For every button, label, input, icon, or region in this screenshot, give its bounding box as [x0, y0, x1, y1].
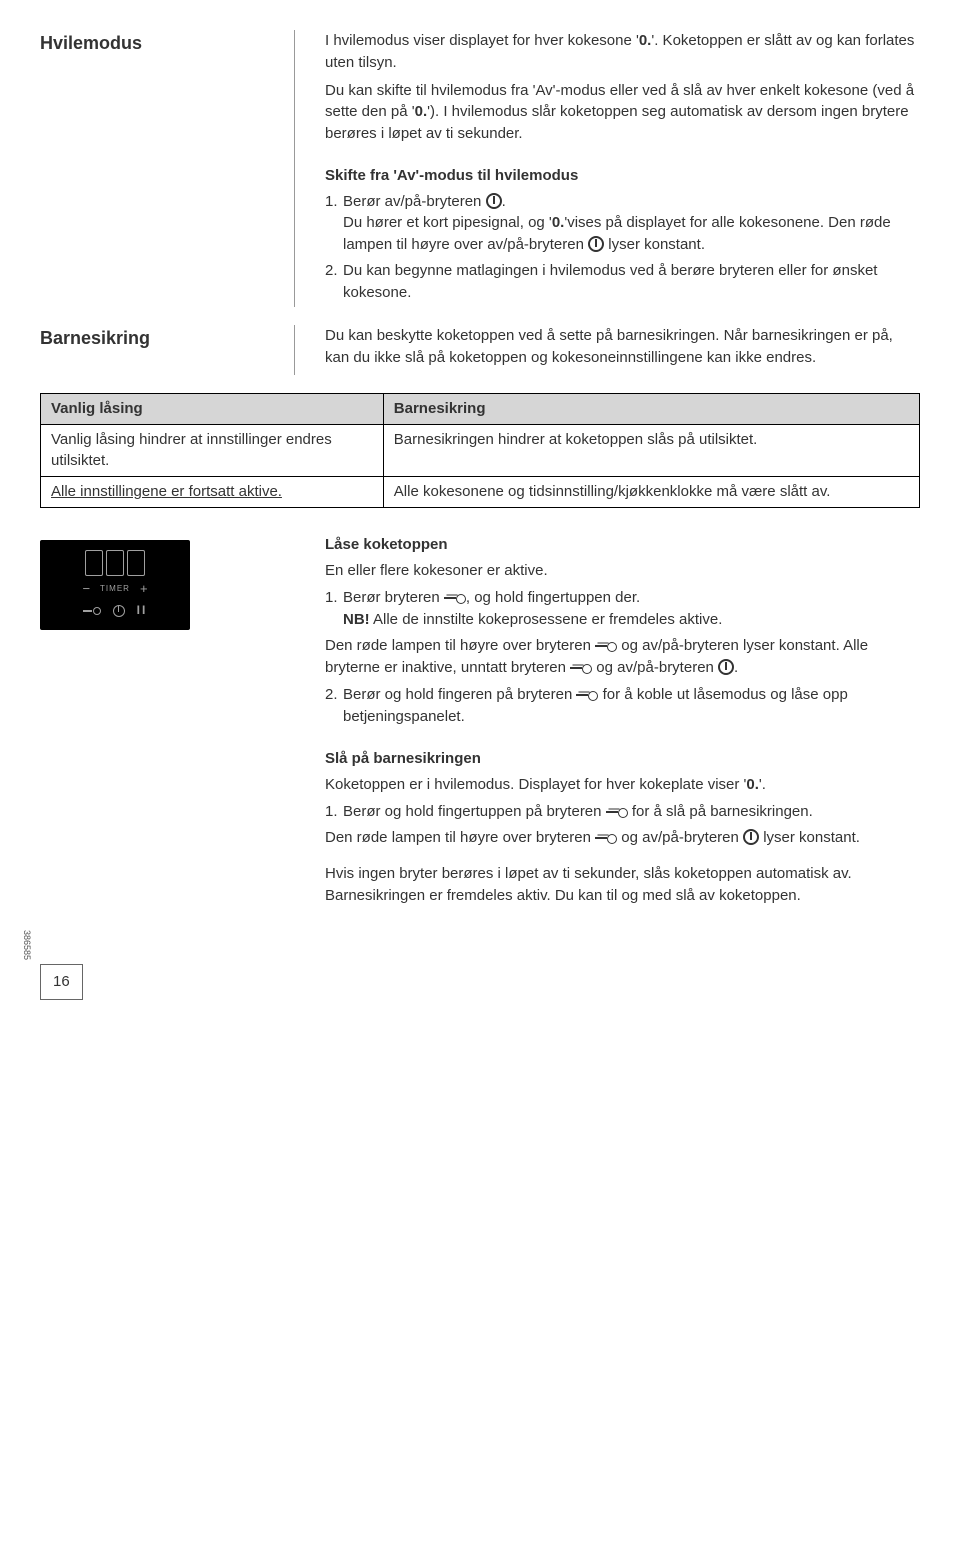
power-icon [743, 829, 759, 845]
para: En eller flere kokesoner er aktive. [325, 560, 920, 582]
heading-barnesikring: Barnesikring [40, 325, 274, 351]
key-icon [576, 690, 598, 700]
control-panel-illustration: − TIMER + II [40, 540, 190, 630]
ordered-list: 1. Berør og hold fingertuppen på brytere… [325, 801, 920, 823]
section-body: Du kan beskytte koketoppen ved å sette p… [295, 325, 920, 375]
para: Koketoppen er i hvilemodus. Displayet fo… [325, 774, 920, 796]
para: I hvilemodus viser displayet for hver ko… [325, 30, 920, 74]
page-number: 16 [40, 964, 83, 1000]
side-code: 386585 [20, 930, 33, 960]
heading-hvilemodus: Hvilemodus [40, 30, 274, 56]
section-title-col: Barnesikring [40, 325, 295, 375]
para: Hvis ingen bryter berøres i løpet av ti … [325, 863, 920, 907]
table-cell: Barnesikringen hindrer at koketoppen slå… [383, 424, 919, 477]
list-item: 1. Berør og hold fingertuppen på brytere… [325, 801, 920, 823]
seven-segment-digit [106, 550, 124, 576]
table-header: Barnesikring [383, 393, 919, 424]
table-cell: Alle kokesonene og tidsinnstilling/kjøkk… [383, 477, 919, 508]
table-cell: Vanlig låsing hindrer at innstillinger e… [41, 424, 384, 477]
section-barnesikring: Barnesikring Du kan beskytte koketoppen … [40, 325, 920, 375]
power-icon [588, 236, 604, 252]
ordered-list: 2. Berør og hold fingeren på bryteren fo… [325, 684, 920, 728]
section-body: Låse koketoppen En eller flere kokesoner… [295, 534, 920, 913]
seven-segment-digit [127, 550, 145, 576]
table-cell: Alle innstillingene er fortsatt aktive. [41, 477, 384, 508]
plus-icon: + [140, 580, 148, 599]
subheading: Låse koketoppen [325, 534, 920, 556]
subheading: Skifte fra 'Av'-modus til hvilemodus [325, 165, 920, 187]
list-item: 1. Berør bryteren , og hold fingertuppen… [325, 587, 920, 631]
timer-label: TIMER [100, 583, 130, 595]
ordered-list: 1. Berør av/på-bryteren . Du hører et ko… [325, 191, 920, 304]
comparison-table: Vanlig låsing Barnesikring Vanlig låsing… [40, 393, 920, 508]
key-icon [595, 641, 617, 651]
seven-segment-digit [85, 550, 103, 576]
power-icon [113, 605, 125, 617]
section-title-col: Hvilemodus [40, 30, 295, 307]
para: Den røde lampen til høyre over bryteren … [325, 827, 920, 849]
subheading: Slå på barnesikringen [325, 748, 920, 770]
section-body: I hvilemodus viser displayet for hver ko… [295, 30, 920, 307]
key-icon [83, 607, 101, 615]
list-item: 2. Du kan begynne matlagingen i hvilemod… [325, 260, 920, 304]
para: Den røde lampen til høyre over bryteren … [325, 635, 920, 679]
list-item: 2. Berør og hold fingeren på bryteren fo… [325, 684, 920, 728]
table-header: Vanlig låsing [41, 393, 384, 424]
ordered-list: 1. Berør bryteren , og hold fingertuppen… [325, 587, 920, 631]
key-icon [570, 663, 592, 673]
power-icon [718, 659, 734, 675]
para: Du kan beskytte koketoppen ved å sette p… [325, 325, 920, 369]
para: Du kan skifte til hvilemodus fra 'Av'-mo… [325, 80, 920, 145]
key-icon [595, 833, 617, 843]
section-lock: − TIMER + II Låse koketoppen En eller fl… [40, 534, 920, 913]
nb-label: NB! [343, 611, 370, 628]
list-item: 1. Berør av/på-bryteren . Du hører et ko… [325, 191, 920, 256]
pause-icon: II [137, 602, 148, 619]
key-icon [606, 807, 628, 817]
minus-icon: − [82, 580, 90, 599]
panel-col: − TIMER + II [40, 534, 295, 913]
section-hvilemodus: Hvilemodus I hvilemodus viser displayet … [40, 30, 920, 307]
key-icon [444, 593, 466, 603]
power-icon [486, 193, 502, 209]
